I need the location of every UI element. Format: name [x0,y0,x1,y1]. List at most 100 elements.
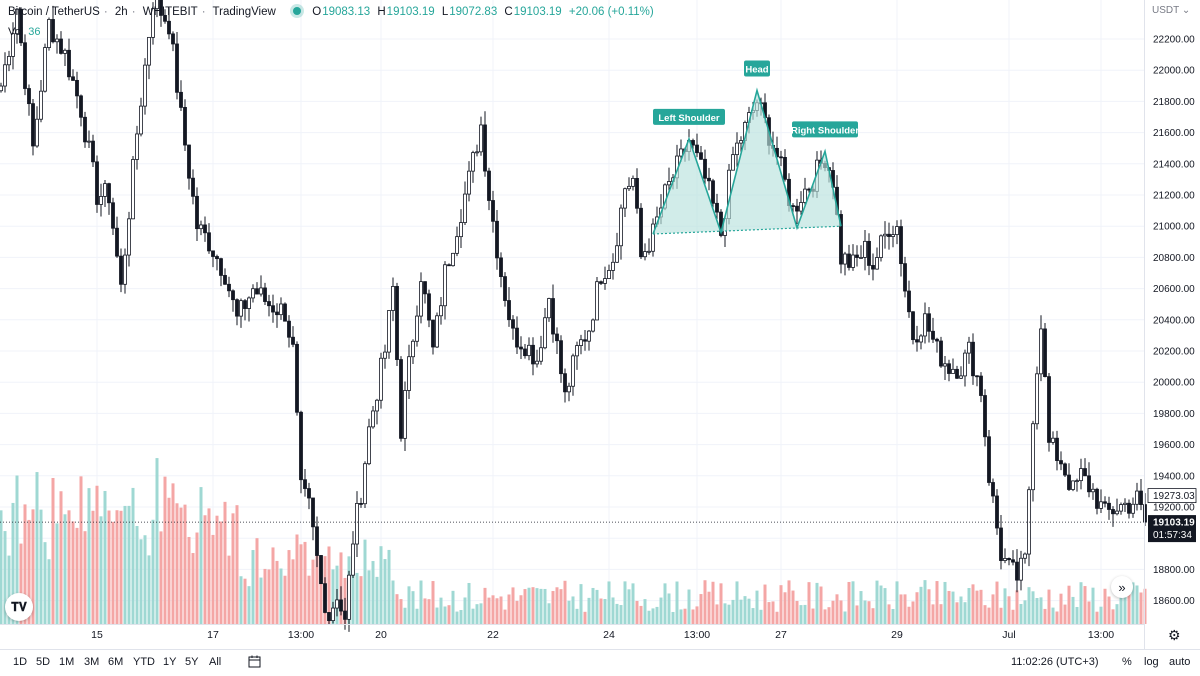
timeframe-1y[interactable]: 1Y [163,656,177,668]
candle-down [291,336,295,345]
currency-selector[interactable]: USDT ⌄ [1152,5,1191,16]
candle-up [455,236,459,254]
volume-bar [1031,591,1035,624]
settings-gear-icon[interactable]: ⚙ [1168,627,1181,643]
volume-bar [503,609,507,624]
candle-up [123,254,127,285]
volume-bar [143,535,147,624]
candle-up [1119,504,1123,512]
candle-up [43,47,47,92]
candle-down [855,254,859,258]
candle-down [31,103,35,147]
volume-bar [1067,585,1071,624]
volume-bar [783,592,787,624]
timeframe-5d[interactable]: 5D [36,656,51,668]
symbol-name[interactable]: Bitcoin / TetherUS [8,6,100,18]
volume-bar [1071,596,1075,624]
candle-down [711,180,715,204]
timeframe-6m[interactable]: 6M [108,656,124,668]
timeframe-all[interactable]: All [209,656,222,668]
candle-up [351,543,355,576]
volume-bar [243,578,247,624]
volume-bar [1063,604,1067,624]
exchange: WHITEBIT [142,6,198,18]
volume-bar [119,510,123,624]
tradingview-logo-icon[interactable]: 𝐓𝐕 [5,593,33,621]
price-chart[interactable]: Left Shoulder Head Right Shoulder 18600.00… [0,0,1200,650]
volume-bar [179,507,183,624]
candle-down [1059,460,1063,465]
candle-down [979,375,983,396]
volume-label: Vol [8,26,24,38]
volume-bar [499,596,503,624]
price-tick-label: 21400.00 [1153,159,1195,170]
timeframe-1m[interactable]: 1M [59,656,75,668]
candle-up [623,188,627,209]
candle-up [843,253,847,265]
candle-up [15,8,19,35]
volume-bar [547,603,551,624]
volume-bar [731,599,735,624]
volume-bar [871,608,875,624]
volume-bar [659,597,663,624]
volume-bar [403,607,407,624]
time-tick-label: 24 [603,629,615,641]
candle-down [987,436,991,483]
volume-bar [883,588,887,624]
candle-down [931,330,935,340]
candle-up [0,85,3,92]
timeframe-1d[interactable]: 1D [13,656,28,668]
right-shoulder-label: Right Shoulder [791,121,859,138]
candle-up [627,185,631,190]
head-label-box [744,60,770,77]
candle-down [635,178,639,209]
candle-up [139,105,143,135]
volume-bar [239,576,243,624]
date-range-icon[interactable] [248,655,261,668]
log-scale-toggle[interactable]: log [1144,656,1159,668]
market-status-icon[interactable] [293,7,302,15]
volume-bar [387,549,391,624]
candle-up [239,300,243,317]
timeframe-5y[interactable]: 5Y [185,656,199,668]
volume-bar [371,561,375,624]
volume-bar [319,571,323,624]
volume-bar [623,581,627,624]
candle-up [667,181,671,186]
auto-scale-toggle[interactable]: auto [1169,656,1191,668]
time-tick-label: 13:00 [1088,629,1114,641]
candle-up [383,351,387,359]
volume-bar [19,543,23,624]
volume-bar [947,590,951,624]
candle-down [559,340,563,375]
candle-up [799,202,803,212]
pattern-fill [653,90,841,234]
volume-bar [439,597,443,624]
interval[interactable]: 2h [114,6,128,18]
candle-down [191,177,195,197]
timeframe-ytd[interactable]: YTD [133,656,155,668]
pattern-outline [652,87,842,236]
volume-bar [275,560,279,624]
candle-up [735,142,739,156]
candle-down [715,202,719,213]
candle-down [215,256,219,260]
time-tick-label: 29 [891,629,903,641]
candle-up [1019,557,1023,581]
timeframe-3m[interactable]: 3M [84,656,100,668]
candle-down [271,305,275,313]
clock[interactable]: 11:02:26 (UTC+3) [1011,656,1099,668]
candle-up [1075,480,1079,483]
percent-scale-toggle[interactable]: % [1122,656,1132,668]
volume-bar [863,600,867,624]
change-value: +20.06 (+0.11%) [568,6,654,18]
candle-up [859,257,863,259]
scroll-to-realtime-icon[interactable]: » [1111,576,1133,598]
volume-bar [935,581,939,624]
left-shoulder-label: Left Shoulder [653,108,725,125]
candle-up [63,49,67,54]
candle-down [839,214,843,265]
volume-bar [915,592,919,624]
candle-up [1035,373,1039,425]
candle-up [1003,558,1007,561]
